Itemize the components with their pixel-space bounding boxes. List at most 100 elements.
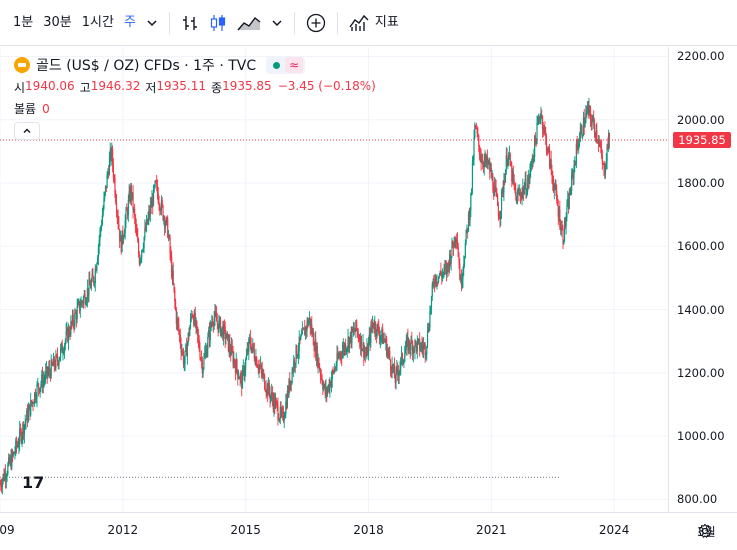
interval-1min[interactable]: 1분 xyxy=(13,14,34,30)
price-tick-label: 2000.00 xyxy=(677,112,725,127)
candle-body-up xyxy=(547,147,549,152)
time-axis[interactable]: 09 2012 2015 2018 2021 2024 3월 xyxy=(0,512,737,550)
candle-body-up xyxy=(8,457,10,465)
candle-body-down xyxy=(219,318,222,336)
volume-value: 0 xyxy=(42,101,50,116)
price-axis[interactable]: 2200.00 2000.00 1800.00 1600.00 1400.00 1200.… xyxy=(668,47,737,512)
candle-body-down xyxy=(367,346,369,356)
candle-body-up xyxy=(404,353,406,362)
candle-body-up xyxy=(111,148,113,159)
candle-body-up xyxy=(300,335,302,340)
candle-body-down xyxy=(541,114,543,117)
candle-body-down xyxy=(562,228,564,244)
bar-chart-style-button[interactable] xyxy=(176,8,204,38)
candle-body-up xyxy=(402,362,404,364)
candle-body-up xyxy=(501,187,503,192)
candle-body-down xyxy=(231,345,233,352)
candle-body-up xyxy=(460,277,462,280)
candle-body-down xyxy=(372,322,374,328)
collapse-legend-button[interactable] xyxy=(14,122,40,140)
interval-1hour[interactable]: 1시간 xyxy=(81,14,114,30)
candle-body-down xyxy=(293,360,296,366)
candle-body-down xyxy=(434,283,436,285)
tradingview-logo[interactable]: 17 xyxy=(22,473,45,492)
candle-body-down xyxy=(415,343,418,352)
chart-area[interactable] xyxy=(0,47,668,512)
candle-body-down xyxy=(15,440,18,447)
area-chart-style-button[interactable] xyxy=(232,8,266,38)
candle-body-up xyxy=(429,310,431,328)
candle-body-up xyxy=(39,387,41,393)
candle-body-up xyxy=(385,339,387,343)
interval-week[interactable]: 주 xyxy=(123,14,136,30)
candle-body-down xyxy=(152,198,154,206)
candle-body-up xyxy=(283,418,285,421)
candle-body-up xyxy=(381,328,383,336)
candle-body-down xyxy=(596,130,598,140)
candle-body-up xyxy=(189,317,192,328)
candle-body-up xyxy=(22,424,24,436)
compare-symbol-button[interactable] xyxy=(301,8,331,38)
candle-body-up xyxy=(225,338,227,340)
candle-body-up xyxy=(127,199,129,216)
candle-body-up xyxy=(565,217,567,226)
candle-body-up xyxy=(141,250,143,258)
candle-body-down xyxy=(494,185,496,187)
chart-style-dropdown-button[interactable] xyxy=(266,8,288,38)
candle-body-down xyxy=(365,354,367,356)
candle-body-down xyxy=(544,127,546,132)
candle-body-down xyxy=(311,324,313,334)
indicators-button[interactable]: 지표 xyxy=(344,8,404,38)
candle-body-up xyxy=(19,429,21,444)
candle-body-down xyxy=(112,165,114,178)
candle-body-down xyxy=(115,194,117,203)
candle-body-down xyxy=(29,404,31,416)
candle-body-up xyxy=(360,335,362,348)
candle-body-up xyxy=(563,240,565,244)
candle-body-down xyxy=(348,337,350,349)
interval-dropdown-button[interactable] xyxy=(141,8,163,38)
candle-body-up xyxy=(242,367,244,370)
price-chart[interactable] xyxy=(0,47,668,512)
candle-chart-style-button[interactable] xyxy=(204,8,232,38)
candle-body-up xyxy=(65,331,67,341)
candle-body-down xyxy=(520,195,522,199)
candle-body-down xyxy=(30,400,33,404)
candle-body-down xyxy=(319,367,321,371)
candle-body-up xyxy=(233,359,235,364)
symbol-title[interactable]: 골드 (US$ / OZ) CFDs · 1주 · TVC xyxy=(36,58,257,74)
candle-body-up xyxy=(505,155,507,171)
candle-body-up xyxy=(349,337,351,349)
candle-body-up xyxy=(206,348,208,357)
candle-body-up xyxy=(41,374,43,384)
candle-body-down xyxy=(534,136,537,140)
candle-body-up xyxy=(213,318,215,325)
gear-icon[interactable] xyxy=(697,523,713,539)
candle-body-down xyxy=(422,346,424,350)
candle-body-up xyxy=(450,256,452,264)
candle-body-up xyxy=(266,384,268,393)
candle-body-down xyxy=(8,457,11,464)
candle-body-up xyxy=(91,274,93,282)
candle-body-down xyxy=(155,180,157,183)
ohlc-values: 시 1940.06 고 1946.32 저 1935.11 종 1935.85 −3.4… xyxy=(14,79,376,96)
candle-body-up xyxy=(308,317,311,321)
candle-body-up xyxy=(310,324,312,329)
candle-body-down xyxy=(397,367,399,373)
candle-body-up xyxy=(297,355,299,358)
candle-body-down xyxy=(371,325,373,327)
candle-body-up xyxy=(78,300,80,303)
candle-body-up xyxy=(453,237,455,248)
candle-body-down xyxy=(309,317,311,329)
candle-body-up xyxy=(521,191,523,199)
time-tick-label: 3월 xyxy=(696,525,716,539)
market-status-pill[interactable]: ≈ xyxy=(266,56,306,74)
candle-body-down xyxy=(105,185,107,188)
candle-body-up xyxy=(469,210,471,221)
candle-body-up xyxy=(342,345,344,351)
candle-body-up xyxy=(100,224,103,228)
candle-body-down xyxy=(277,404,279,419)
candle-body-down xyxy=(486,156,488,165)
candle-body-up xyxy=(519,192,521,195)
interval-30min[interactable]: 30분 xyxy=(43,14,72,30)
